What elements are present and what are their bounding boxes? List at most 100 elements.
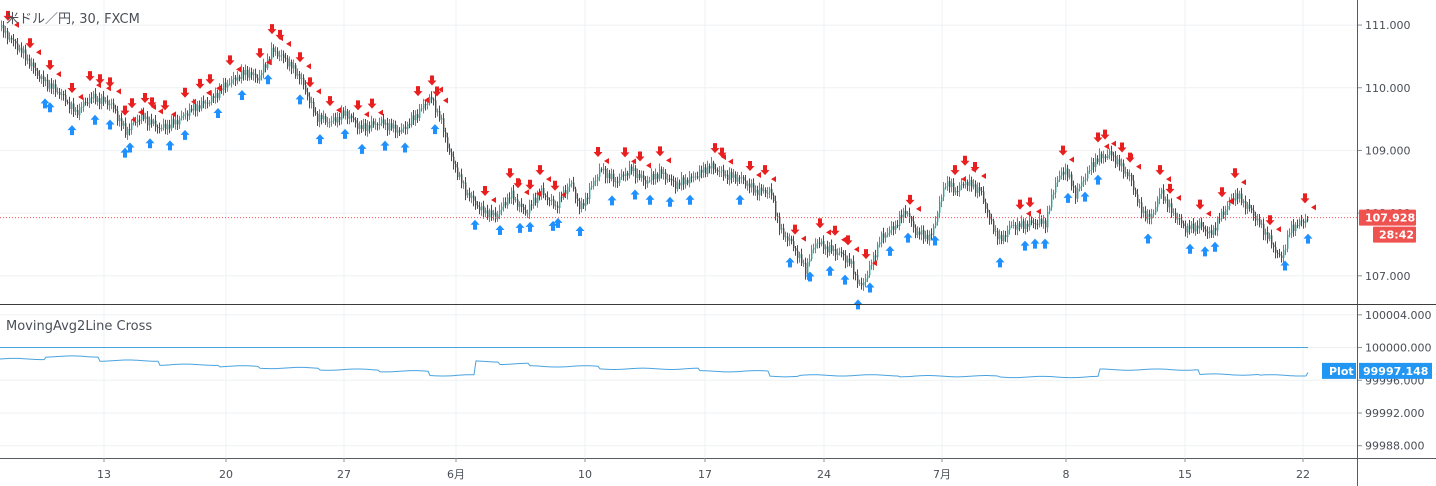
candle xyxy=(901,209,903,224)
candle-body xyxy=(437,111,439,113)
candle xyxy=(233,71,235,85)
candle-body xyxy=(579,200,581,210)
candle xyxy=(1291,220,1293,238)
sell-triangle xyxy=(116,88,121,95)
candle-body xyxy=(415,114,417,121)
candle-body xyxy=(1101,153,1103,159)
candle-body xyxy=(11,37,13,40)
buy-arrow xyxy=(885,245,895,256)
candle-body xyxy=(1093,162,1095,168)
candle xyxy=(1229,197,1231,211)
candle-body xyxy=(1069,174,1071,178)
candle xyxy=(571,180,573,188)
candle-body xyxy=(389,123,391,131)
candle xyxy=(1289,228,1291,238)
sell-triangle xyxy=(151,104,156,111)
time-tick-label: 10 xyxy=(578,468,592,481)
candle-body xyxy=(1087,170,1089,179)
candle xyxy=(509,192,511,204)
candle xyxy=(429,94,431,106)
candle-body xyxy=(681,177,683,186)
candle xyxy=(751,179,753,193)
candle-body xyxy=(965,181,967,186)
candle-body xyxy=(173,119,175,125)
candle-body xyxy=(1075,187,1077,199)
buy-arrow xyxy=(1080,191,1090,202)
sell-triangle xyxy=(171,111,176,118)
candle xyxy=(73,97,75,117)
candle xyxy=(1257,214,1259,226)
candle xyxy=(621,169,623,181)
candle-body xyxy=(49,83,51,89)
candle xyxy=(1177,212,1179,225)
candle-body xyxy=(745,180,747,186)
candle-body xyxy=(731,172,733,179)
sell-arrow xyxy=(413,86,423,97)
candle-body xyxy=(351,115,353,118)
candle xyxy=(709,163,711,174)
candle-body xyxy=(1147,213,1149,220)
candle-body xyxy=(633,168,635,172)
candle xyxy=(799,251,801,263)
candle-body xyxy=(1293,224,1295,232)
candle-body xyxy=(135,121,137,123)
sell-triangle xyxy=(443,97,448,104)
candle xyxy=(1071,171,1073,191)
candle-body xyxy=(1213,227,1215,235)
candle-body xyxy=(977,187,979,193)
candle-body xyxy=(1171,203,1173,214)
candle-body xyxy=(657,174,659,179)
candle xyxy=(101,93,103,110)
candle-body xyxy=(1219,218,1221,220)
sell-arrow xyxy=(127,98,137,109)
candle-body xyxy=(339,116,341,120)
candle xyxy=(1167,193,1169,213)
candle xyxy=(341,105,343,125)
candle-body xyxy=(813,247,815,250)
time-axis[interactable]: 13 20 27 6月 10 17 24 7月 8 15 22 xyxy=(97,458,1310,481)
candle xyxy=(413,110,415,125)
sell-triangle xyxy=(1176,194,1181,201)
candle xyxy=(1051,188,1053,211)
plot-value: 99997.148 xyxy=(1363,365,1428,378)
candle xyxy=(825,244,827,255)
candle-body xyxy=(1081,181,1083,187)
candle-body xyxy=(209,102,211,104)
sell-arrow xyxy=(195,78,205,89)
candle xyxy=(749,178,751,194)
candle-body xyxy=(1063,171,1065,175)
candle xyxy=(841,247,843,258)
sell-triangle xyxy=(961,176,966,183)
candle xyxy=(999,229,1001,245)
candle xyxy=(551,193,553,206)
candle xyxy=(145,112,147,124)
candle-body xyxy=(985,202,987,209)
candle xyxy=(927,229,929,244)
buy-arrow xyxy=(470,219,480,230)
candle xyxy=(1031,216,1033,226)
candle-body xyxy=(893,226,895,230)
candle-body xyxy=(373,121,375,125)
candle-body xyxy=(143,112,145,120)
candle-body xyxy=(1103,156,1105,159)
candle-body xyxy=(17,43,19,51)
candle xyxy=(151,113,153,128)
candle xyxy=(325,113,327,125)
candle xyxy=(487,204,489,220)
candle-body xyxy=(301,77,303,80)
candle xyxy=(1091,157,1093,176)
candle-body xyxy=(1125,172,1127,174)
candle-body xyxy=(53,84,55,89)
candle xyxy=(861,277,863,290)
candle-body xyxy=(217,92,219,98)
plot-label: Plot xyxy=(1329,365,1354,378)
candle-body xyxy=(647,180,649,184)
candle-body xyxy=(469,192,471,198)
sell-arrow xyxy=(160,100,170,111)
candle xyxy=(1055,177,1057,199)
candle-body xyxy=(593,180,595,187)
candle-body xyxy=(689,176,691,184)
candle-body xyxy=(497,214,499,219)
